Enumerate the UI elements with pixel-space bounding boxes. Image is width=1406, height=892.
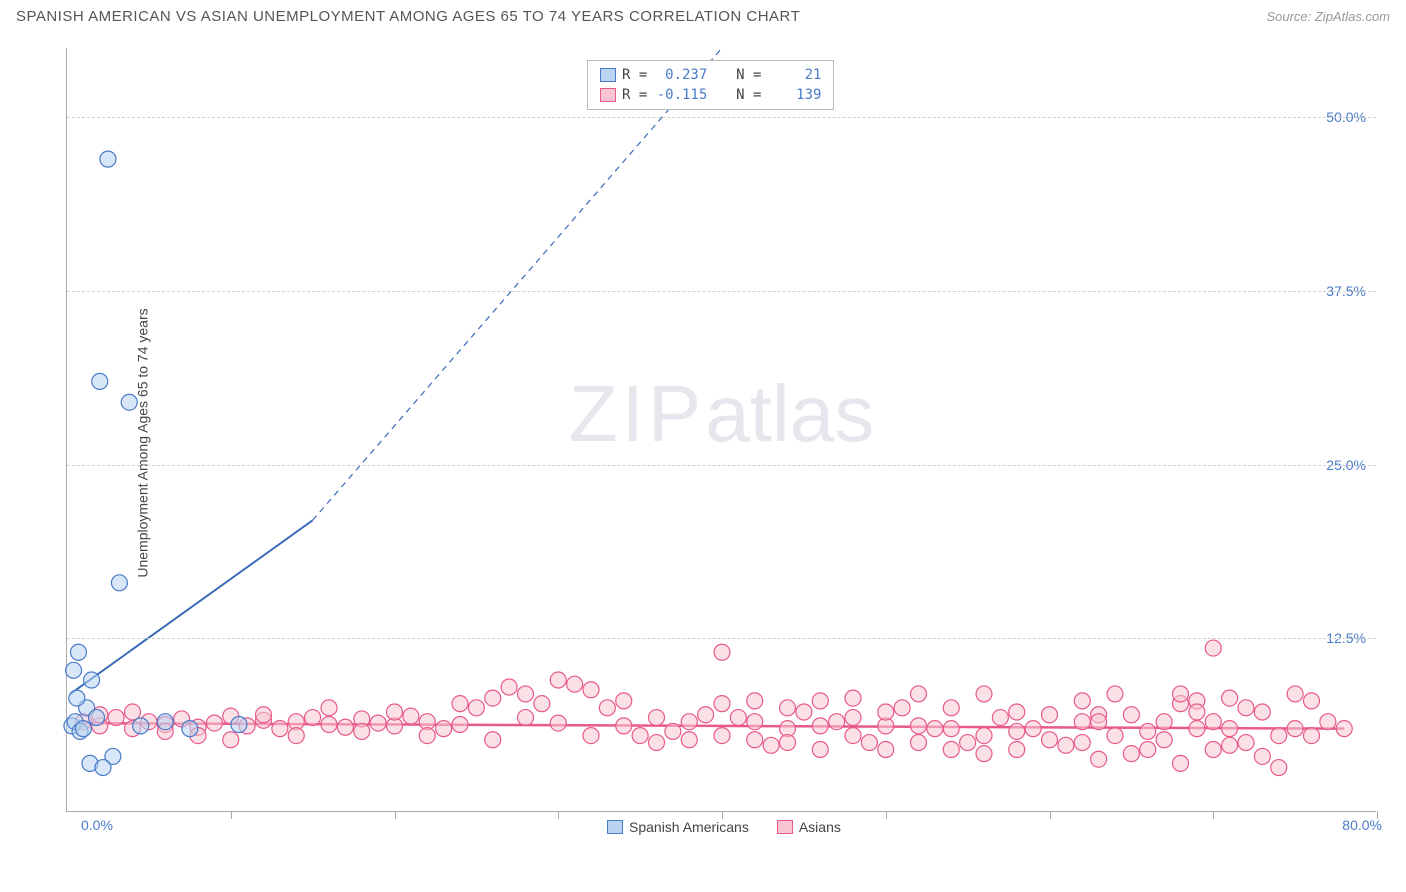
pink-r-value: -0.115 xyxy=(653,87,707,103)
legend-pink-label: Asians xyxy=(799,819,841,835)
blue-swatch-icon xyxy=(607,820,623,834)
stats-row-blue: R = 0.237 N = 21 xyxy=(600,65,821,85)
stats-row-pink: R = -0.115 N = 139 xyxy=(600,85,821,105)
x-max-label: 80.0% xyxy=(1342,817,1382,833)
blue-swatch xyxy=(600,68,616,82)
source-attribution: Source: ZipAtlas.com xyxy=(1266,9,1390,24)
scatter-svg xyxy=(67,48,1376,811)
legend-item-blue: Spanish Americans xyxy=(607,819,749,835)
r-label-2: R = xyxy=(622,87,647,103)
legend-item-pink: Asians xyxy=(777,819,841,835)
blue-r-value: 0.237 xyxy=(653,67,707,83)
n-label-2: N = xyxy=(736,87,761,103)
pink-swatch-icon xyxy=(777,820,793,834)
chart-container: Unemployment Among Ages 65 to 74 years Z… xyxy=(48,38,1394,848)
x-origin-label: 0.0% xyxy=(81,817,113,833)
plot-area: ZIPatlas R = 0.237 N = 21 R = -0.115 xyxy=(66,48,1376,812)
pink-n-value: 139 xyxy=(767,87,821,103)
correlation-stats-box: R = 0.237 N = 21 R = -0.115 N = 139 xyxy=(587,60,834,110)
r-label: R = xyxy=(622,67,647,83)
legend-blue-label: Spanish Americans xyxy=(629,819,749,835)
legend: Spanish Americans Asians xyxy=(607,819,841,835)
pink-swatch xyxy=(600,88,616,102)
n-label: N = xyxy=(736,67,761,83)
blue-n-value: 21 xyxy=(767,67,821,83)
chart-title: SPANISH AMERICAN VS ASIAN UNEMPLOYMENT A… xyxy=(16,8,800,25)
